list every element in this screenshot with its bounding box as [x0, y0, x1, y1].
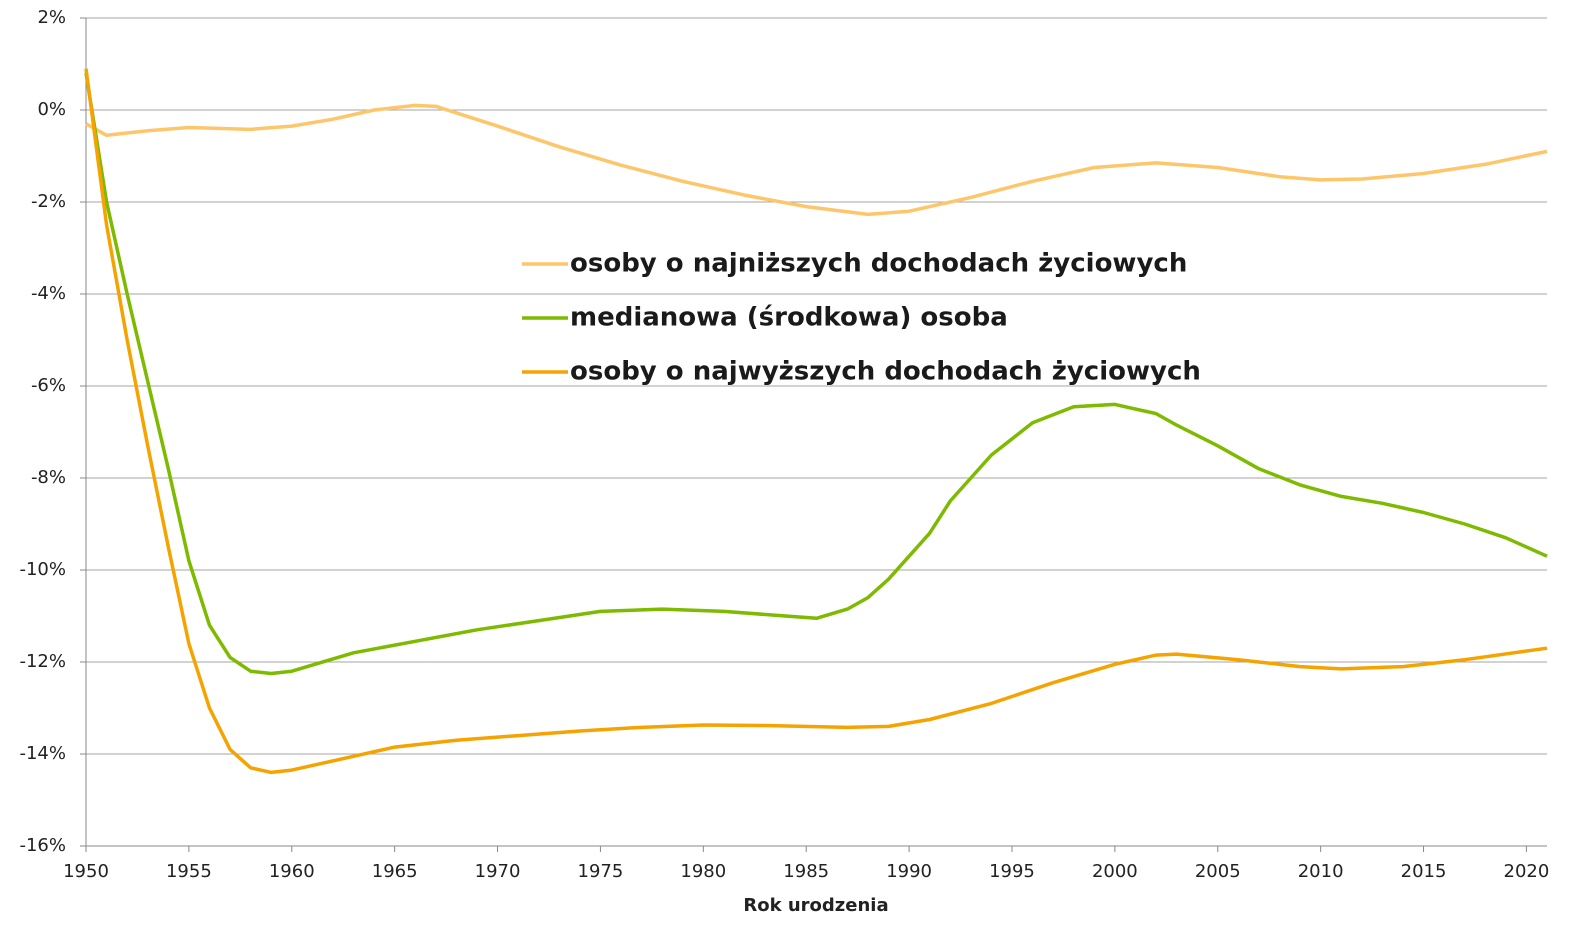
x-tick-label: 1995 [989, 861, 1035, 882]
y-tick-label: -6% [31, 375, 66, 396]
y-tick-label: -16% [19, 835, 66, 856]
x-tick-label: 2015 [1401, 861, 1447, 882]
legend-label: medianowa (środkowa) osoba [570, 303, 1008, 333]
x-tick-label: 1975 [578, 861, 624, 882]
x-tick-label: 2010 [1298, 861, 1344, 882]
y-tick-label: -12% [19, 651, 66, 672]
series-line [84, 72, 1548, 676]
x-tick-label: 1990 [886, 861, 932, 882]
x-tick-label: 2000 [1092, 861, 1138, 882]
legend-label: osoby o najniższych dochodach życiowych [570, 249, 1187, 279]
series-line [84, 68, 1548, 775]
x-tick-label: 1955 [166, 861, 212, 882]
y-tick-label: -14% [19, 743, 66, 764]
x-tick-label: 2020 [1504, 861, 1550, 882]
x-tick-label: 1965 [372, 861, 418, 882]
x-tick-label: 1950 [63, 861, 109, 882]
y-tick-label: -8% [31, 467, 66, 488]
y-tick-label: 2% [37, 7, 66, 28]
x-tick-label: 1960 [269, 861, 315, 882]
y-tick-label: -4% [31, 283, 66, 304]
x-tick-label: 1970 [475, 861, 521, 882]
y-tick-label: -10% [19, 559, 66, 580]
x-tick-label: 1985 [783, 861, 829, 882]
y-tick-label: 0% [37, 99, 66, 120]
y-tick-label: -2% [31, 191, 66, 212]
x-axis-label: Rok urodzenia [743, 895, 888, 916]
series-line [85, 103, 1548, 217]
x-tick-label: 1980 [680, 861, 726, 882]
legend-label: osoby o najwyższych dochodach życiowych [570, 357, 1201, 387]
x-tick-label: 2005 [1195, 861, 1241, 882]
